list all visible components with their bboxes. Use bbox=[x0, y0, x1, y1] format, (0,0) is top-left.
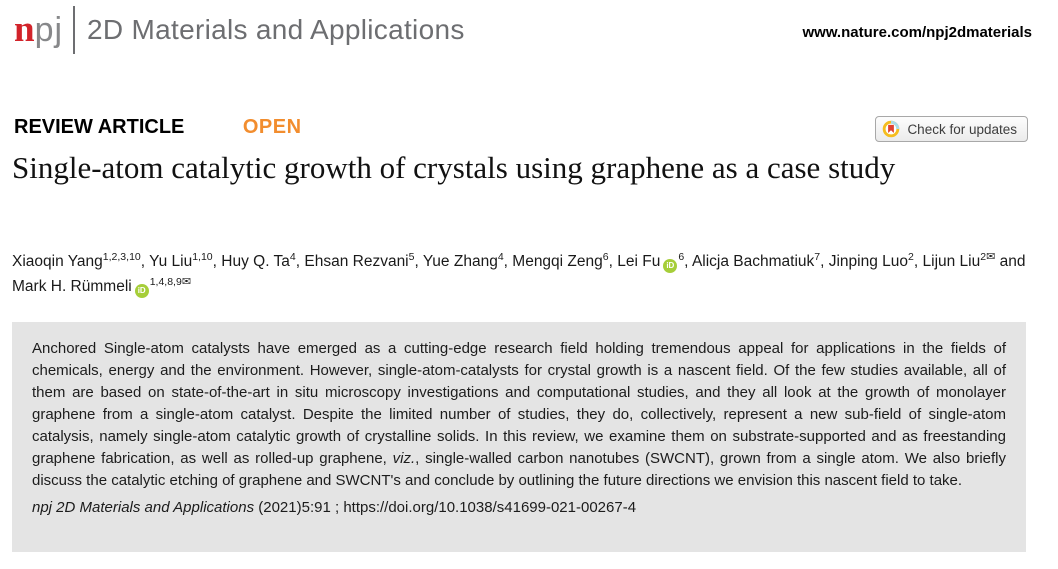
author-affiliations: 7 bbox=[814, 251, 821, 263]
author-affiliations: 2 bbox=[908, 251, 914, 263]
corresponding-author-email-icon[interactable]: ✉ bbox=[181, 276, 192, 288]
author-name: Yue Zhang bbox=[422, 253, 498, 270]
open-access-label: OPEN bbox=[242, 116, 302, 138]
author-affiliations: 1,4,8,9 bbox=[149, 276, 182, 288]
corresponding-author-email-icon[interactable]: ✉ bbox=[986, 251, 996, 263]
crossmark-icon bbox=[883, 120, 900, 138]
article-kicker-row: REVIEW ARTICLE OPEN Check for updates bbox=[14, 116, 1028, 142]
author-name: Huy Q. Ta bbox=[221, 253, 290, 270]
orcid-icon[interactable]: iD bbox=[663, 258, 678, 273]
author-name: Lei Fu bbox=[617, 253, 661, 270]
author-name: Xiaoqin Yang bbox=[12, 253, 103, 270]
author-affiliations: 4 bbox=[497, 251, 504, 263]
author-affiliations: 2 bbox=[980, 251, 987, 263]
journal-masthead: n pj 2D Materials and Applications bbox=[14, 6, 465, 54]
author-name: Lijun Liu bbox=[922, 253, 981, 270]
author-affiliations: 1,2,3,10 bbox=[102, 251, 141, 263]
author-affiliations: 4 bbox=[289, 251, 296, 263]
abstract-box: Anchored Single-atom catalysts have emer… bbox=[12, 322, 1026, 552]
author-affiliations: 6 bbox=[678, 251, 685, 263]
author-name: Yu Liu bbox=[149, 253, 193, 270]
text-segment: npj 2D Materials and Applications bbox=[32, 499, 255, 516]
text-segment: Anchored Single-atom catalysts have emer… bbox=[32, 340, 1006, 467]
orcid-icon[interactable]: iD bbox=[134, 283, 149, 298]
article-type-label: REVIEW ARTICLE bbox=[14, 116, 185, 138]
author-affiliations: 6 bbox=[602, 251, 609, 263]
text-segment: (2021)5:91 ; bbox=[254, 499, 344, 516]
doi-link[interactable]: https://doi.org/10.1038/s41699-021-00267… bbox=[343, 499, 637, 516]
authors-line: Xiaoqin Yang1,2,3,10, Yu Liu1,10, Huy Q.… bbox=[12, 250, 1030, 300]
npj-logo-pj: pj bbox=[34, 11, 64, 49]
author-name: Mark H. Rümmeli bbox=[12, 278, 132, 295]
article-title: Single-atom catalytic growth of crystals… bbox=[12, 150, 896, 185]
abstract-text: Anchored Single-atom catalysts have emer… bbox=[32, 338, 1006, 492]
citation-line: npj 2D Materials and Applications (2021)… bbox=[32, 499, 1006, 516]
logo-divider bbox=[73, 6, 76, 54]
text-segment: , single-walled carbon nanotubes (SWCNT)… bbox=[32, 450, 1006, 489]
author-affiliations: 1,10 bbox=[192, 251, 213, 263]
author-name: Alicja Bachmatiuk bbox=[691, 253, 815, 270]
author-affiliations: 5 bbox=[408, 251, 415, 263]
author-name: Ehsan Rezvani bbox=[304, 253, 409, 270]
check-for-updates-button[interactable]: Check for updates bbox=[875, 116, 1028, 142]
npj-logo-n: n bbox=[14, 9, 35, 50]
author-name: Jinping Luo bbox=[828, 253, 909, 270]
journal-name: 2D Materials and Applications bbox=[87, 14, 465, 45]
author-name: Mengqi Zeng bbox=[512, 253, 603, 270]
check-for-updates-label: Check for updates bbox=[907, 121, 1017, 137]
text-segment: viz. bbox=[392, 450, 416, 467]
journal-website-link[interactable]: www.nature.com/npj2dmaterials bbox=[802, 24, 1032, 41]
